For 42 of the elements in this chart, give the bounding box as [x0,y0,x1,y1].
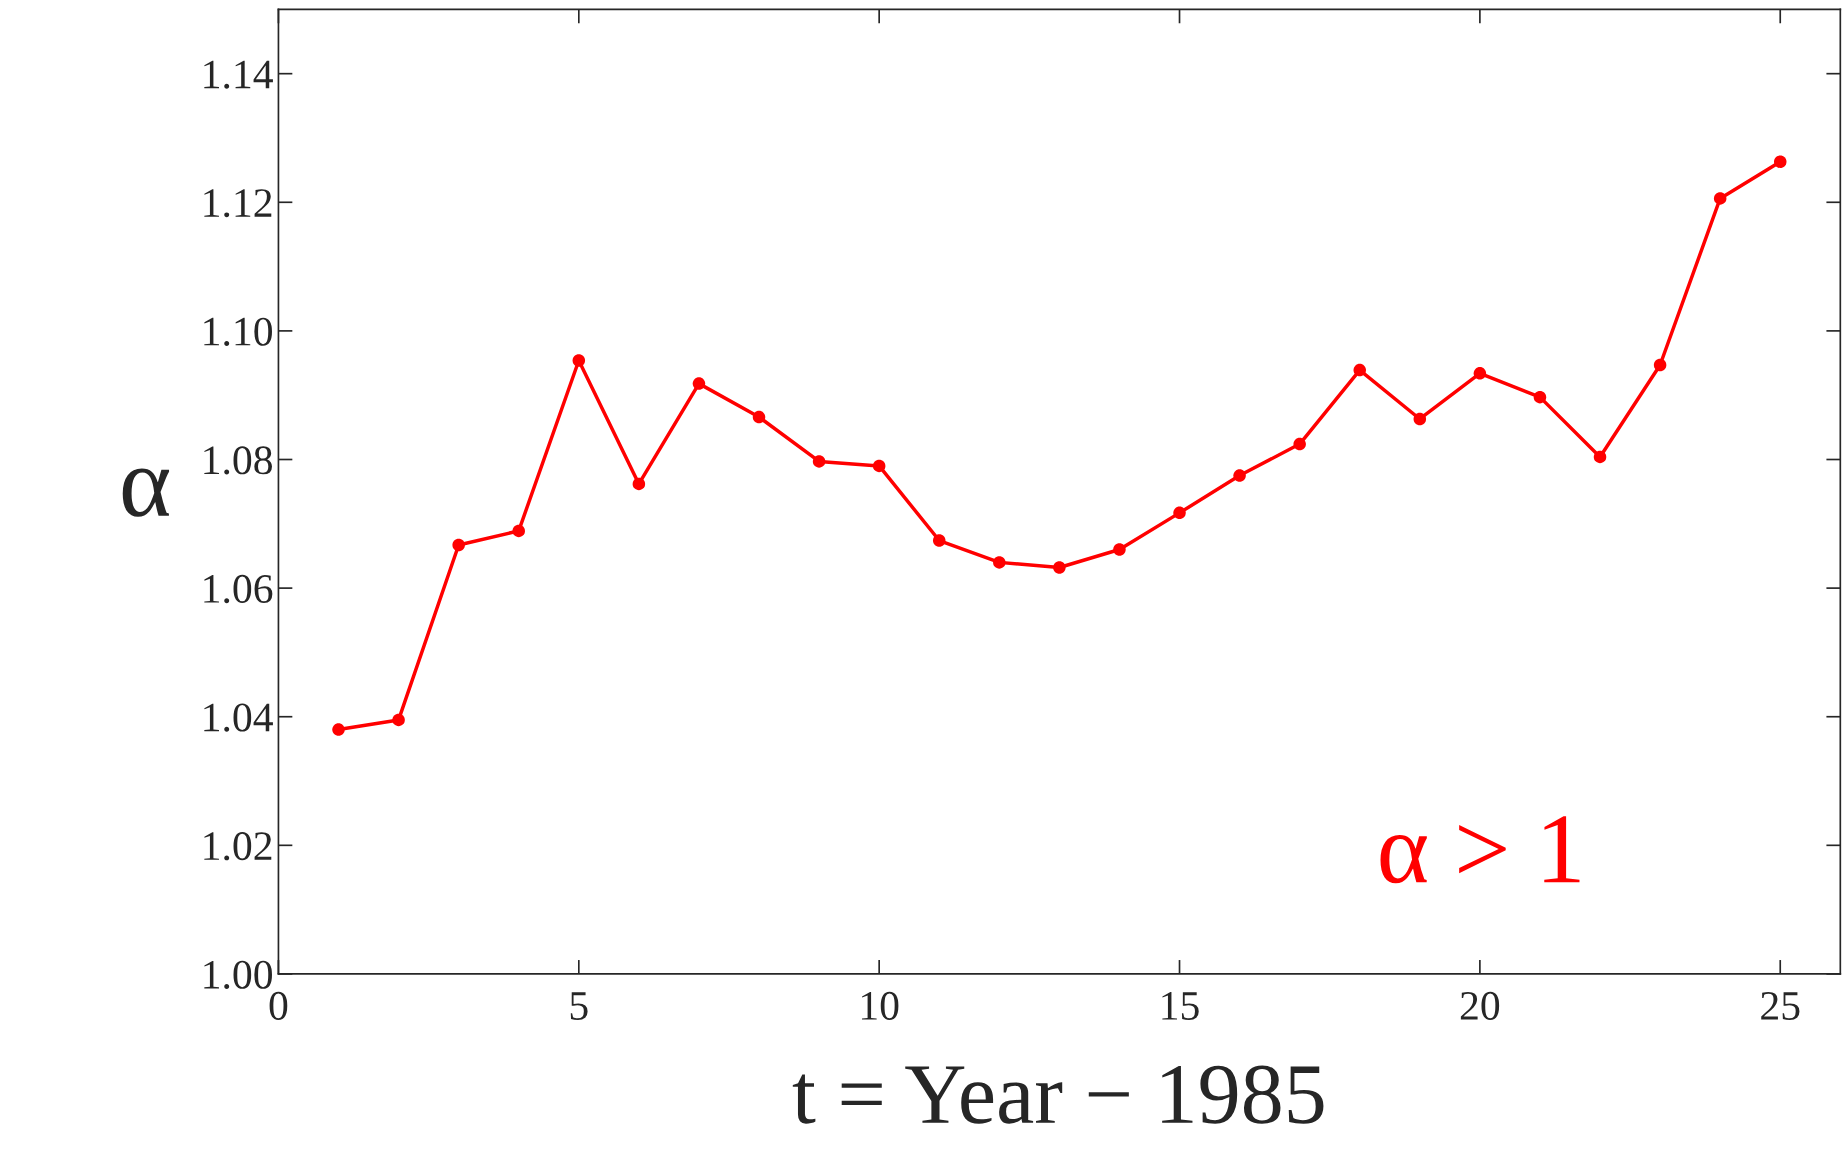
point [932,534,946,547]
point [1593,450,1607,464]
point [1773,155,1787,169]
y-tick-label: 1.12 [204,189,272,218]
y-axis-title: α [122,468,170,517]
x-tick-label: 0 [269,991,288,1020]
y-tick-label: 1.14 [204,60,273,89]
y-tick-label: 1.08 [204,446,272,475]
x-tick-label: 25 [1761,991,1800,1020]
point [452,538,465,552]
y-tick-label: 1.10 [204,317,272,346]
point [1533,390,1547,404]
x-tick-label: 20 [1460,991,1500,1020]
x-tick-label: 5 [570,992,588,1020]
point [812,455,826,468]
x-tick-label: 10 [861,991,899,1020]
point [512,524,525,538]
point [1053,561,1066,574]
x-tick-label: 15 [1162,992,1199,1020]
point [692,377,706,390]
point [1413,412,1427,426]
point [1653,358,1667,372]
annotation: α > 1 [1380,816,1580,884]
x-axis-title: t = Year − 1985 [792,1065,1324,1124]
point [1353,363,1366,377]
point [1113,543,1126,556]
point [993,556,1006,569]
point [1713,192,1727,205]
y-tick-label: 1.02 [204,832,272,861]
point [572,354,586,367]
point [1293,437,1306,451]
y-tick-label: 1.06 [204,574,273,604]
point [872,459,886,473]
point [1473,367,1487,380]
y-tick-label: 1.04 [204,703,273,732]
point [1173,506,1186,520]
y-tick-label: 1.00 [204,960,272,989]
point [1233,469,1246,482]
point [332,723,345,736]
point [632,477,646,491]
point [752,410,766,424]
point [392,713,405,727]
